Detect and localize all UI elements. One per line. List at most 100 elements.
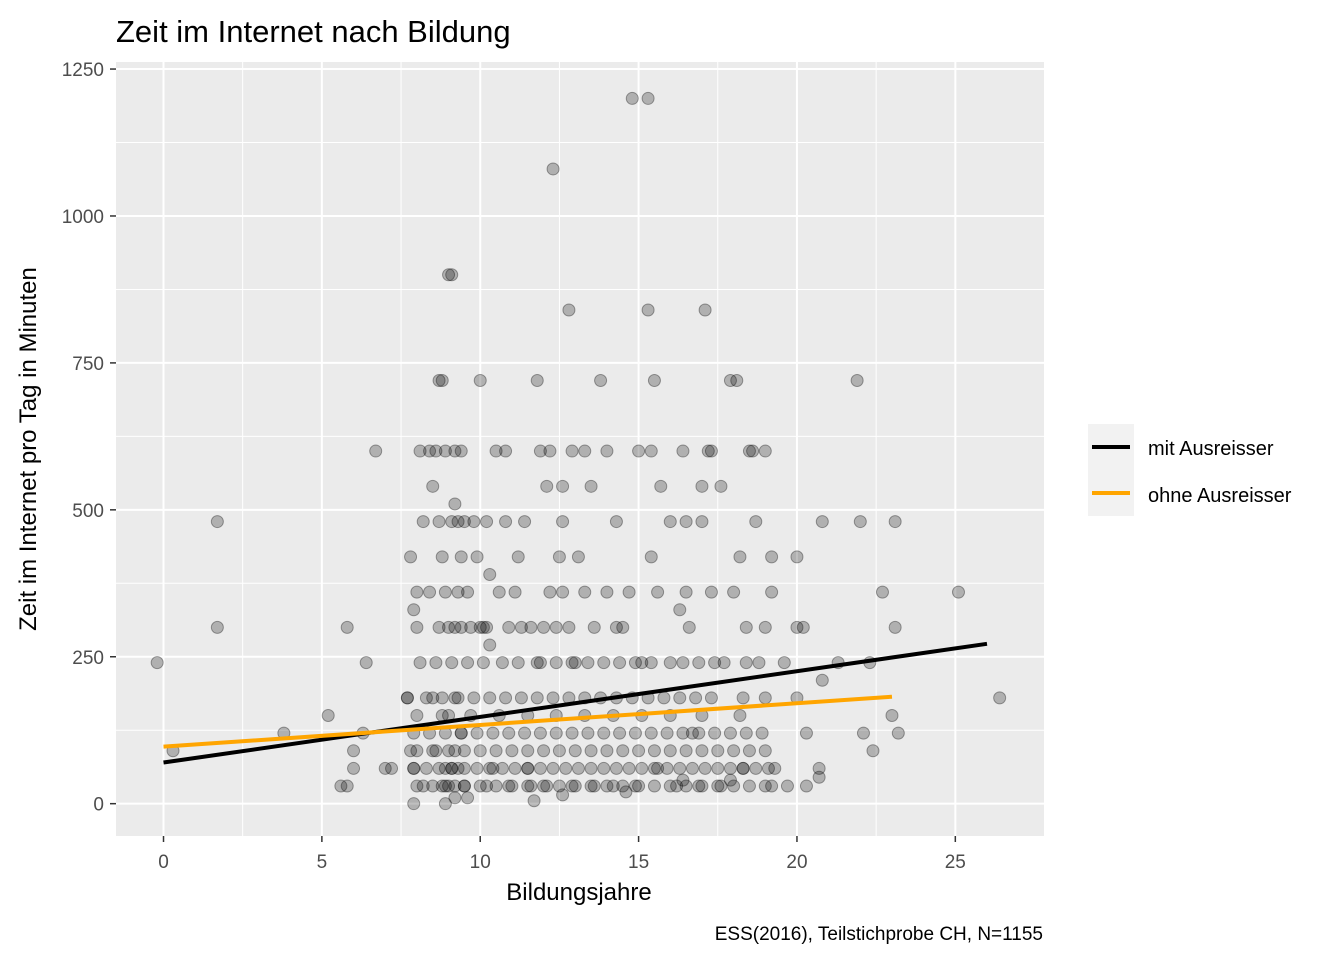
data-point [723,761,737,775]
data-point [486,726,500,740]
data-point [514,691,528,705]
y-axis: 0 250 500 750 1000 1250 [62,60,116,816]
data-point [470,550,484,564]
data-point [704,585,718,599]
data-point [549,656,563,670]
data-point [660,761,674,775]
data-point [565,779,579,793]
data-point [480,515,494,529]
data-point [758,444,772,458]
data-point [742,444,756,458]
data-point [556,788,570,802]
data-point [730,374,744,388]
data-point [432,515,446,529]
data-point [679,744,693,758]
data-point [419,761,433,775]
legend: mit Ausreisser ohne Ausreisser [1088,424,1292,516]
data-point [562,620,576,634]
data-point [524,620,538,634]
data-point [758,779,772,793]
data-point [400,691,414,705]
data-point [419,691,433,705]
data-point [210,515,224,529]
data-point [359,656,373,670]
data-point [454,444,468,458]
data-point [613,726,627,740]
data-point [457,744,471,758]
data-point [429,444,443,458]
data-point [502,620,516,634]
data-point [765,779,779,793]
data-point [448,744,462,758]
data-point [733,550,747,564]
data-point [689,691,703,705]
data-point [616,620,630,634]
data-point [470,761,484,775]
data-point [210,620,224,634]
data-point [692,726,706,740]
data-point [457,779,471,793]
data-point [530,656,544,670]
data-point [765,585,779,599]
data-point [600,444,614,458]
data-point [651,585,665,599]
data-point [461,656,475,670]
data-point [780,779,794,793]
data-point [682,620,696,634]
data-point [727,779,741,793]
data-point [609,515,623,529]
data-point [866,744,880,758]
data-point [483,638,497,652]
data-point [761,761,775,775]
data-point [442,620,456,634]
data-point [628,656,642,670]
data-point [530,374,544,388]
data-point [888,620,902,634]
data-point [609,761,623,775]
data-point [429,656,443,670]
data-point [369,444,383,458]
data-point [505,744,519,758]
y-tick-label: 1000 [62,207,104,228]
data-point [540,479,554,493]
data-point [486,761,500,775]
plot-background [116,62,1044,836]
data-point [758,744,772,758]
data-point [739,726,753,740]
data-point [473,620,487,634]
data-point [891,726,905,740]
data-point [410,585,424,599]
data-point [885,709,899,723]
data-point [521,779,535,793]
data-point [492,585,506,599]
x-axis-title: Bildungsjahre [506,879,651,906]
data-point [641,303,655,317]
data-point [502,726,516,740]
data-point [799,779,813,793]
data-point [451,515,465,529]
data-point [410,620,424,634]
data-point [527,794,541,808]
data-point [511,550,525,564]
data-point [473,779,487,793]
data-point [613,656,627,670]
data-point [416,515,430,529]
data-point [445,656,459,670]
data-point [438,585,452,599]
data-point [448,691,462,705]
data-point [556,515,570,529]
data-point [790,550,804,564]
data-point [616,744,630,758]
data-point [502,779,516,793]
data-point [435,779,449,793]
data-point [609,620,623,634]
data-point [435,374,449,388]
data-point [647,761,661,775]
data-point [378,761,392,775]
data-point [676,773,690,787]
data-point [673,761,687,775]
data-point [451,761,465,775]
data-point [695,479,709,493]
data-point [739,620,753,634]
data-point [888,515,902,529]
